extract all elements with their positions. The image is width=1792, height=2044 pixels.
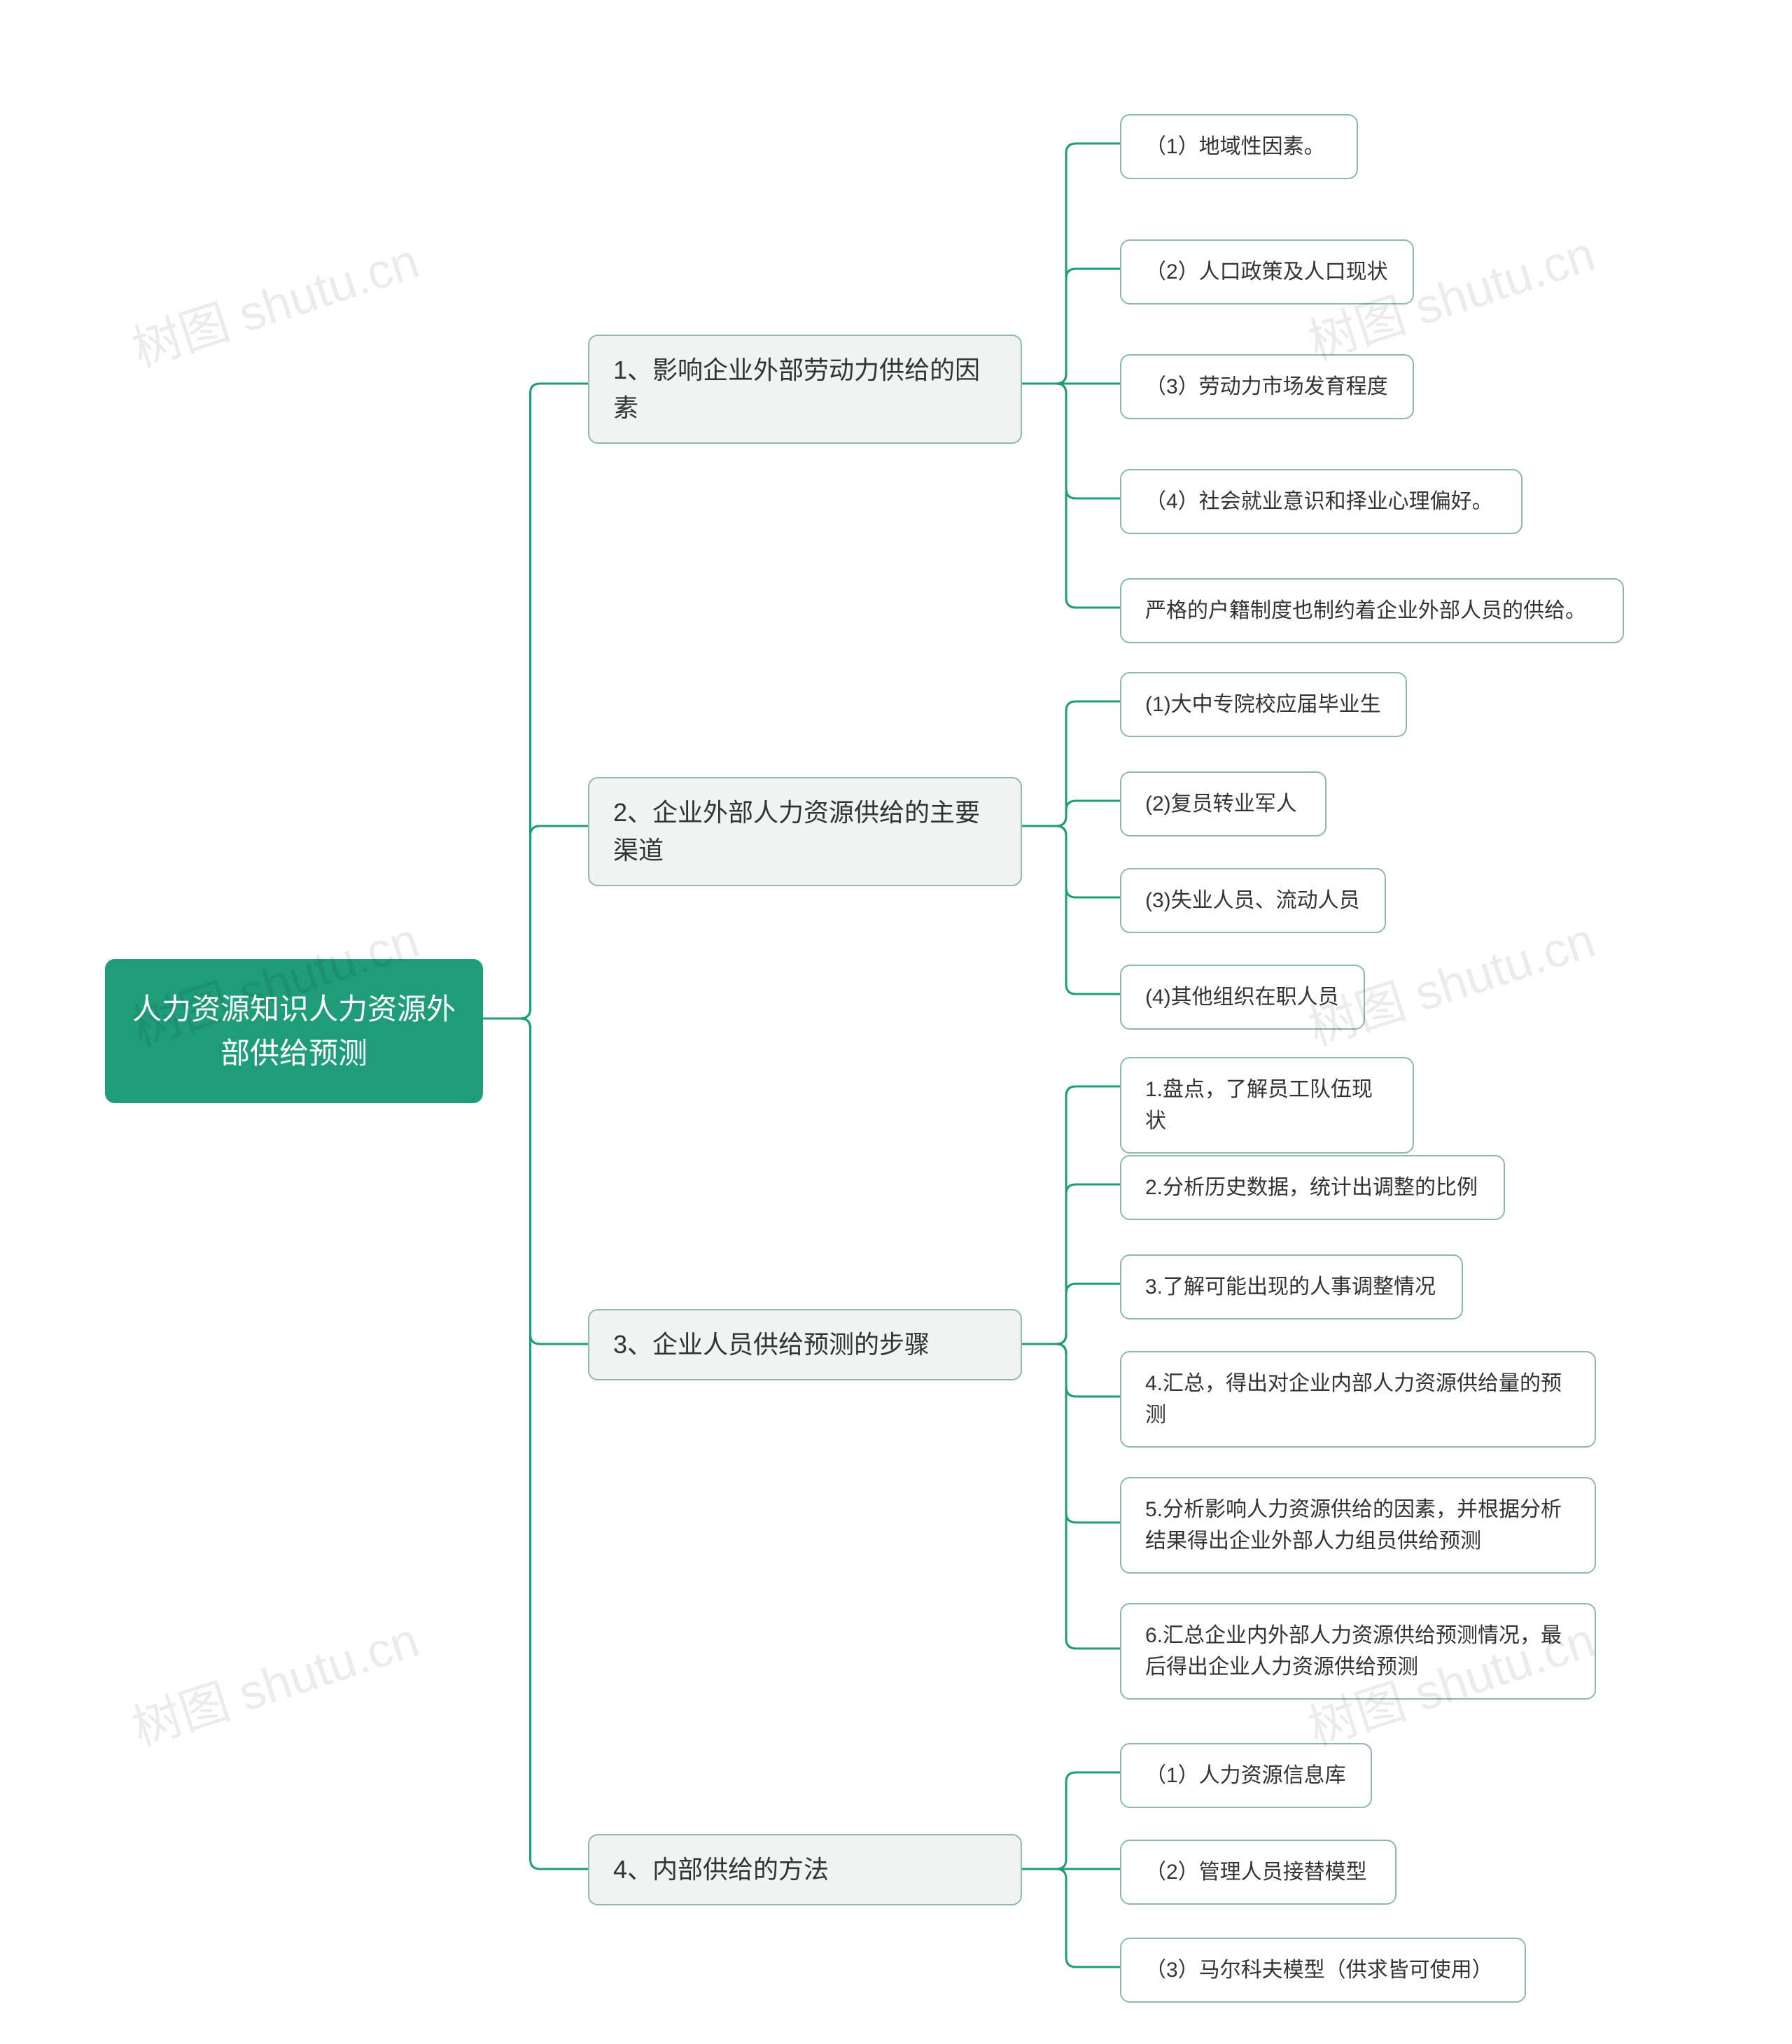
edge xyxy=(1022,801,1120,826)
root-node[interactable]: 人力资源知识人力资源外部供给预测 xyxy=(105,959,483,1103)
node-label: 严格的户籍制度也制约着企业外部人员的供给。 xyxy=(1145,595,1586,626)
node-label: 4、内部供给的方法 xyxy=(613,1851,829,1889)
leaf-node[interactable]: 3.了解可能出现的人事调整情况 xyxy=(1120,1254,1463,1320)
leaf-node[interactable]: 1.盘点，了解员工队伍现状 xyxy=(1120,1057,1414,1154)
edge xyxy=(483,384,588,1018)
leaf-node[interactable]: 严格的户籍制度也制约着企业外部人员的供给。 xyxy=(1120,578,1624,643)
branch-node[interactable]: 2、企业外部人力资源供给的主要渠道 xyxy=(588,777,1022,886)
edge xyxy=(1022,384,1120,608)
node-label: （1）人力资源信息库 xyxy=(1145,1760,1346,1791)
edge xyxy=(1022,384,1120,498)
edge xyxy=(1022,144,1120,384)
edge xyxy=(1022,1344,1120,1396)
node-label: 人力资源知识人力资源外部供给预测 xyxy=(132,987,456,1075)
node-label: 2、企业外部人力资源供给的主要渠道 xyxy=(613,794,980,869)
leaf-node[interactable]: （1）人力资源信息库 xyxy=(1120,1743,1372,1808)
edge xyxy=(1022,1344,1120,1522)
edge xyxy=(1022,701,1120,826)
edge xyxy=(1022,269,1120,384)
leaf-node[interactable]: （1）地域性因素。 xyxy=(1120,114,1358,179)
node-label: (1)大中专院校应届毕业生 xyxy=(1145,689,1381,720)
node-label: (4)其他组织在职人员 xyxy=(1145,981,1339,1013)
watermark: 树图 shutu.cn xyxy=(122,1601,427,1760)
branch-node[interactable]: 1、影响企业外部劳动力供给的因素 xyxy=(588,335,1022,444)
leaf-node[interactable]: （3）马尔科夫模型（供求皆可使用） xyxy=(1120,1938,1526,2003)
edge xyxy=(1022,1086,1120,1344)
node-label: 3.了解可能出现的人事调整情况 xyxy=(1145,1271,1436,1303)
edge xyxy=(1022,1184,1120,1344)
node-label: 1.盘点，了解员工队伍现状 xyxy=(1145,1074,1389,1137)
edge xyxy=(1022,1344,1120,1648)
edge xyxy=(1022,826,1120,897)
edge xyxy=(1022,1869,1120,1967)
edge xyxy=(483,1018,588,1344)
leaf-node[interactable]: （3）劳动力市场发育程度 xyxy=(1120,354,1414,419)
edge xyxy=(483,826,588,1018)
leaf-node[interactable]: (3)失业人员、流动人员 xyxy=(1120,868,1386,933)
leaf-node[interactable]: (1)大中专院校应届毕业生 xyxy=(1120,672,1407,737)
node-label: 5.分析影响人力资源供给的因素，并根据分析结果得出企业外部人力组员供给预测 xyxy=(1145,1494,1562,1557)
node-label: 1、影响企业外部劳动力供给的因素 xyxy=(613,351,980,427)
node-label: (2)复员转业军人 xyxy=(1145,788,1297,820)
leaf-node[interactable]: 2.分析历史数据，统计出调整的比例 xyxy=(1120,1155,1505,1220)
node-label: (3)失业人员、流动人员 xyxy=(1145,885,1360,916)
watermark: 树图 shutu.cn xyxy=(122,222,427,381)
node-label: 3、企业人员供给预测的步骤 xyxy=(613,1326,930,1364)
leaf-node[interactable]: (2)复员转业军人 xyxy=(1120,771,1326,836)
node-label: （3）劳动力市场发育程度 xyxy=(1145,371,1388,402)
leaf-node[interactable]: 5.分析影响人力资源供给的因素，并根据分析结果得出企业外部人力组员供给预测 xyxy=(1120,1477,1596,1574)
edge xyxy=(1022,826,1120,994)
edge xyxy=(1022,1772,1120,1869)
node-label: （2）人口政策及人口现状 xyxy=(1145,256,1388,288)
branch-node[interactable]: 4、内部供给的方法 xyxy=(588,1834,1022,1905)
edge xyxy=(483,1018,588,1869)
node-label: （1）地域性因素。 xyxy=(1145,131,1325,162)
mindmap-canvas: 人力资源知识人力资源外部供给预测 1、影响企业外部劳动力供给的因素 （1）地域性因素… xyxy=(0,0,1792,2044)
leaf-node[interactable]: 6.汇总企业内外部人力资源供给预测情况，最后得出企业人力资源供给预测 xyxy=(1120,1603,1596,1700)
node-label: 6.汇总企业内外部人力资源供给预测情况，最后得出企业人力资源供给预测 xyxy=(1145,1620,1562,1683)
branch-node[interactable]: 3、企业人员供给预测的步骤 xyxy=(588,1309,1022,1380)
node-label: 2.分析历史数据，统计出调整的比例 xyxy=(1145,1172,1478,1203)
node-label: （3）马尔科夫模型（供求皆可使用） xyxy=(1145,1954,1493,1986)
edge xyxy=(1022,1284,1120,1344)
leaf-node[interactable]: （2）人口政策及人口现状 xyxy=(1120,239,1414,304)
leaf-node[interactable]: 4.汇总，得出对企业内部人力资源供给量的预测 xyxy=(1120,1351,1596,1448)
leaf-node[interactable]: (4)其他组织在职人员 xyxy=(1120,965,1365,1030)
node-label: （4）社会就业意识和择业心理偏好。 xyxy=(1145,486,1493,517)
leaf-node[interactable]: （4）社会就业意识和择业心理偏好。 xyxy=(1120,469,1522,534)
node-label: 4.汇总，得出对企业内部人力资源供给量的预测 xyxy=(1145,1368,1562,1431)
node-label: （2）管理人员接替模型 xyxy=(1145,1856,1367,1888)
leaf-node[interactable]: （2）管理人员接替模型 xyxy=(1120,1840,1396,1905)
